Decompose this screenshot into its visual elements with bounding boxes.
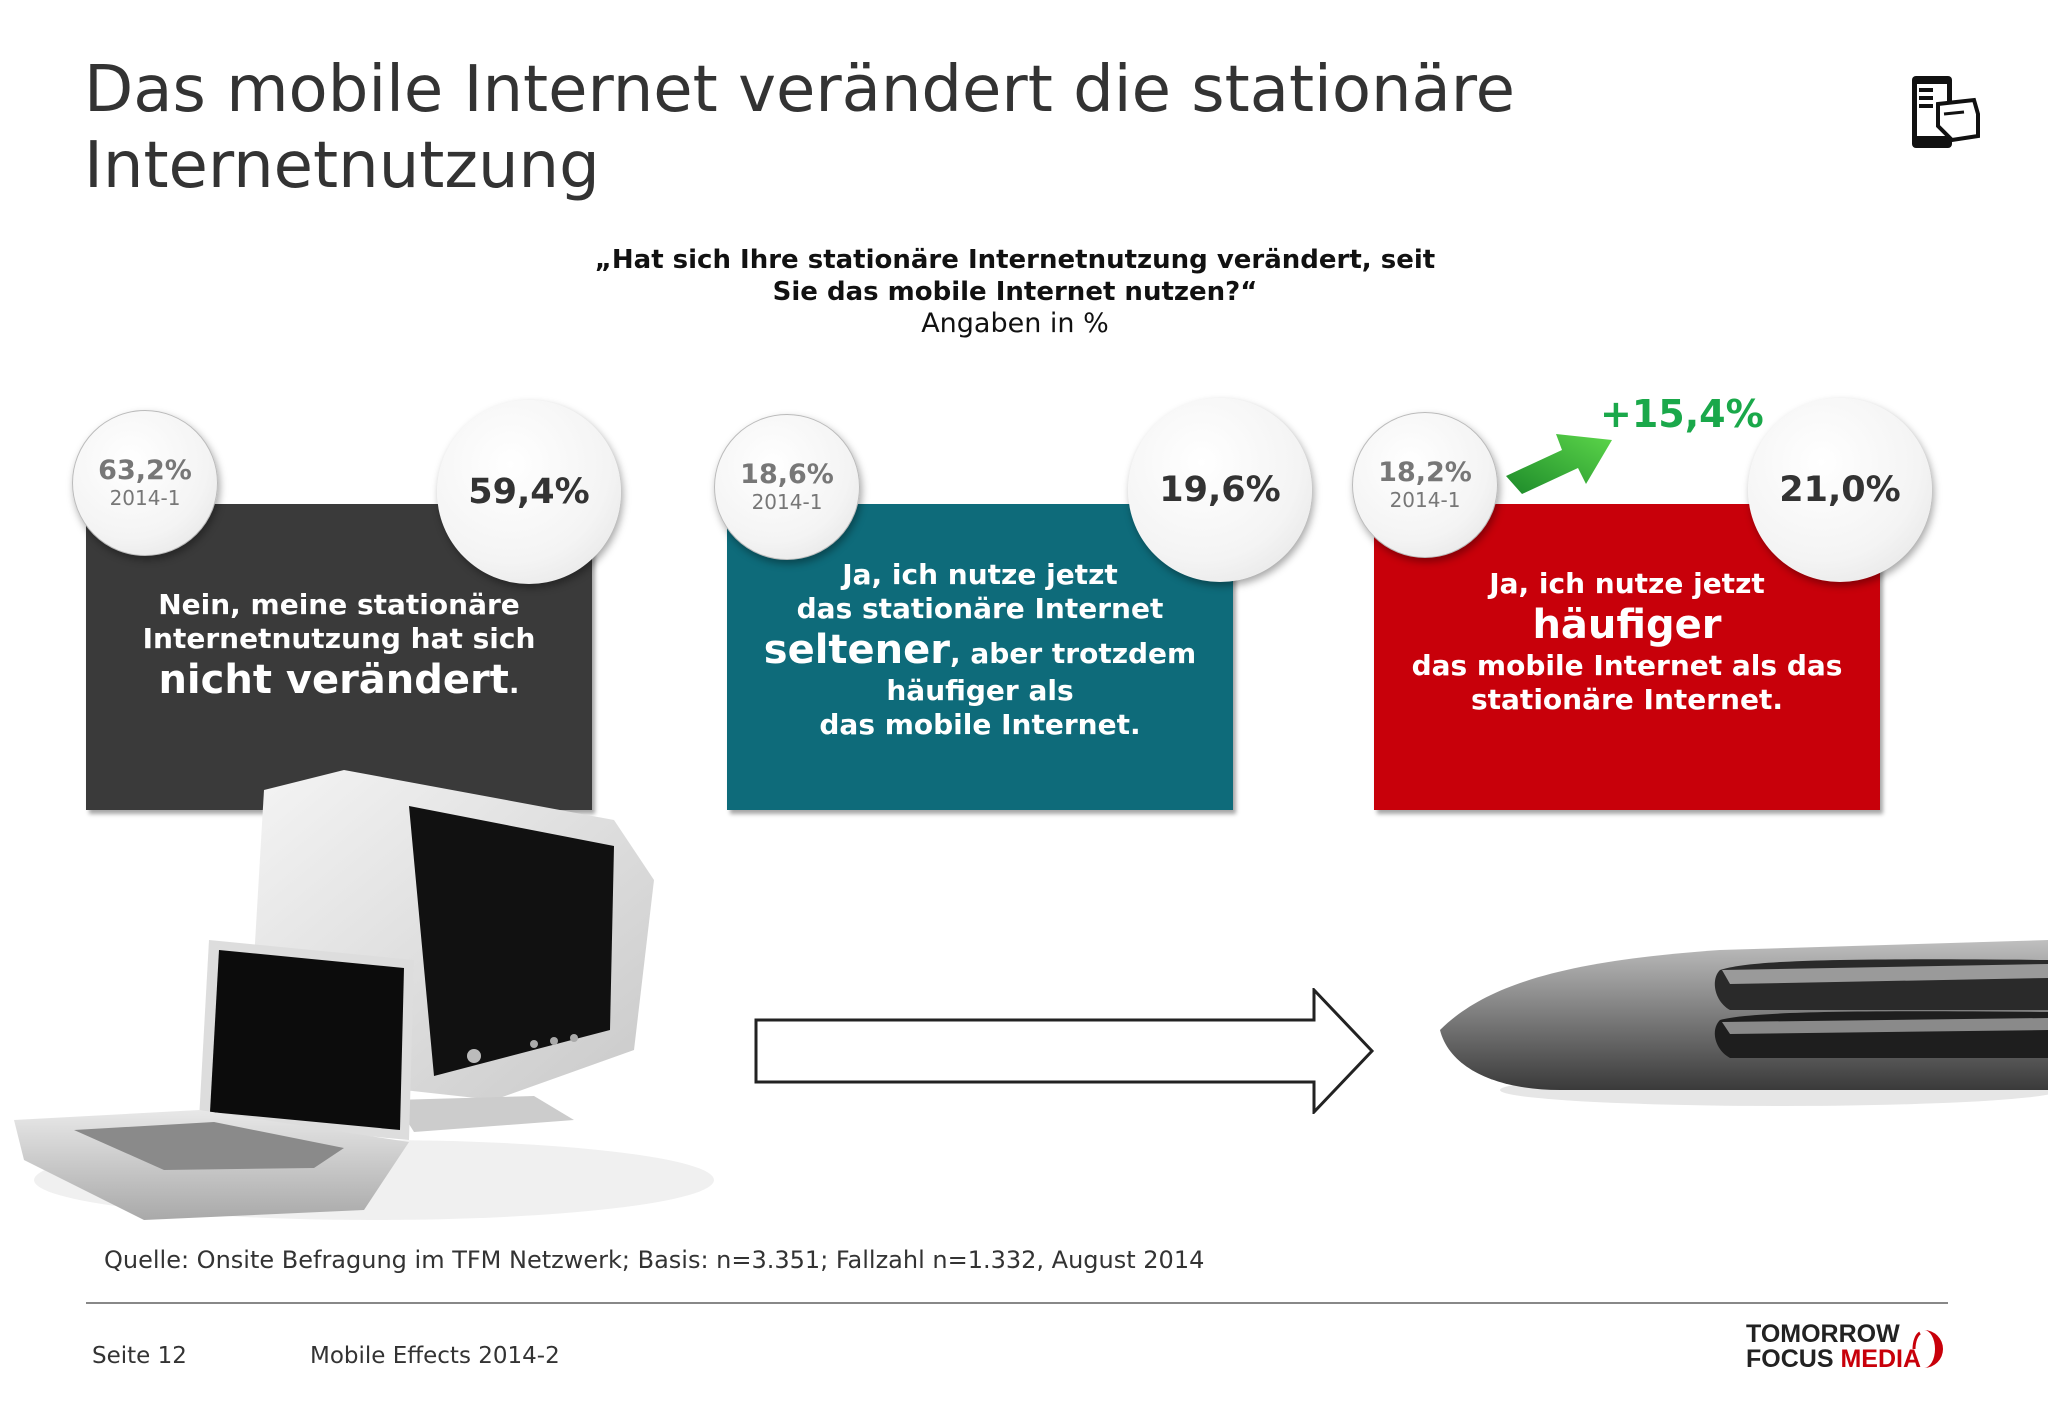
prev-wave-label-2: 2014-1 bbox=[751, 490, 823, 514]
logo-media: MEDIA bbox=[1840, 1345, 1922, 1373]
answer-box-unchanged: Nein, meine stationäre Internetnutzung h… bbox=[86, 504, 592, 810]
prev-value-circle-1: 63,2% 2014-1 bbox=[72, 410, 218, 556]
prev-value-2: 18,6% bbox=[740, 459, 834, 490]
answer-1-line-1: Nein, meine stationäre bbox=[158, 588, 520, 621]
current-value-circle-3: 21,0% bbox=[1748, 398, 1932, 582]
answer-box-less-often: Ja, ich nutze jetzt das stationäre Inter… bbox=[727, 504, 1233, 810]
current-value-3: 21,0% bbox=[1779, 470, 1901, 510]
prev-value-circle-2: 18,6% 2014-1 bbox=[714, 414, 860, 560]
answer-2-line-4: häufiger als bbox=[886, 674, 1074, 707]
page-title: Das mobile Internet verändert die statio… bbox=[84, 53, 1516, 203]
logo-focus: FOCUS bbox=[1746, 1345, 1834, 1373]
tablet-and-smartphone-illustration bbox=[1440, 940, 2048, 1106]
footer-divider bbox=[86, 1302, 1948, 1304]
answer-2-line-5: das mobile Internet. bbox=[819, 708, 1141, 741]
answer-3-line-1: Ja, ich nutze jetzt bbox=[1489, 567, 1765, 600]
answer-1-big: nicht verändert bbox=[158, 657, 509, 703]
report-name: Mobile Effects 2014-2 bbox=[310, 1343, 560, 1369]
answer-2-line-1: Ja, ich nutze jetzt bbox=[842, 558, 1118, 591]
prev-wave-label-1: 2014-1 bbox=[109, 486, 181, 510]
survey-question: „Hat sich Ihre stationäre Internetnutzun… bbox=[400, 244, 1630, 340]
answer-1-tail: . bbox=[508, 667, 520, 700]
current-value-circle-1: 59,4% bbox=[437, 400, 621, 584]
logo-line-2: FOCUS MEDIA bbox=[1746, 1347, 1921, 1372]
answer-1-line-2: Internetnutzung hat sich bbox=[142, 622, 536, 655]
answer-1-emphasis: nicht verändert. bbox=[143, 656, 536, 708]
change-annotation: +15,4% bbox=[1600, 392, 1764, 436]
logo-mark-icon bbox=[1912, 1330, 1944, 1368]
current-value-1: 59,4% bbox=[468, 472, 590, 512]
logo-line-1: TOMORROW bbox=[1746, 1320, 1900, 1348]
answer-2-emphasis: seltener, aber trotzdem bbox=[764, 626, 1196, 674]
answer-3-line-3: das mobile Internet als das bbox=[1411, 649, 1843, 682]
answer-3-line-4: stationäre Internet. bbox=[1470, 683, 1784, 716]
prev-value-circle-3: 18,2% 2014-1 bbox=[1352, 412, 1498, 558]
question-line-2: Sie das mobile Internet nutzen?“ bbox=[772, 277, 1258, 307]
answer-2-big: seltener bbox=[763, 627, 951, 673]
desktop-and-laptop-illustration bbox=[14, 770, 714, 1220]
prev-wave-label-3: 2014-1 bbox=[1389, 488, 1461, 512]
source-note: Quelle: Onsite Befragung im TFM Netzwerk… bbox=[104, 1246, 1205, 1274]
prev-value-1: 63,2% bbox=[98, 455, 192, 486]
prev-value-3: 18,2% bbox=[1378, 457, 1472, 488]
mobile-device-icon bbox=[1912, 76, 1980, 148]
page-number: Seite 12 bbox=[92, 1343, 187, 1369]
current-value-circle-2: 19,6% bbox=[1128, 398, 1312, 582]
answer-2-line-2: das stationäre Internet bbox=[796, 592, 1164, 625]
answer-3-big: häufiger bbox=[1532, 602, 1722, 648]
increase-arrow-icon bbox=[1506, 434, 1612, 494]
transition-arrow bbox=[754, 988, 1375, 1114]
answer-2-rest: , aber trotzdem bbox=[950, 637, 1197, 670]
unit-note: Angaben in % bbox=[921, 308, 1109, 339]
company-logo: TOMORROW FOCUS MEDIA bbox=[1746, 1322, 1921, 1372]
question-line-1: „Hat sich Ihre stationäre Internetnutzun… bbox=[594, 245, 1436, 275]
current-value-2: 19,6% bbox=[1159, 470, 1281, 510]
